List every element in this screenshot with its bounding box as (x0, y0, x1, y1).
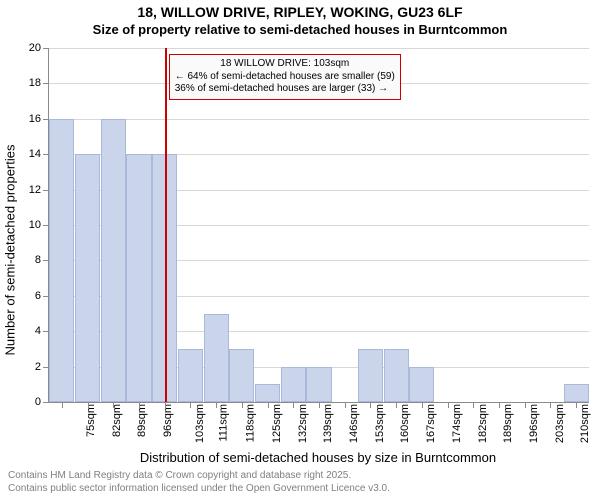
y-tick (43, 154, 49, 155)
histogram-bar (358, 349, 383, 402)
y-axis-label: Number of semi-detached properties (3, 145, 18, 356)
y-tick-label: 6 (19, 290, 41, 302)
x-tick (165, 402, 166, 408)
x-tick-label: 210sqm (580, 404, 592, 443)
x-tick-label: 125sqm (271, 404, 283, 443)
x-tick (448, 402, 449, 408)
y-tick-label: 18 (19, 77, 41, 89)
page-subtitle: Size of property relative to semi-detach… (0, 22, 600, 37)
y-tick-label: 10 (19, 219, 41, 231)
y-tick-label: 0 (19, 396, 41, 408)
x-tick-label: 111sqm (218, 404, 230, 442)
y-tick-label: 4 (19, 325, 41, 337)
x-tick-label: 160sqm (400, 404, 412, 443)
x-tick (190, 402, 191, 408)
y-tick (43, 225, 49, 226)
x-tick-label: 167sqm (425, 404, 437, 443)
y-tick (43, 367, 49, 368)
histogram-bar (229, 349, 254, 402)
histogram-bar (306, 367, 331, 402)
x-tick (422, 402, 423, 408)
histogram-bar (281, 367, 306, 402)
x-tick-label: 118sqm (244, 404, 256, 442)
credits-line-1: Contains HM Land Registry data © Crown c… (8, 470, 351, 482)
histogram-bar (255, 384, 280, 402)
x-tick-label: 139sqm (322, 404, 334, 443)
x-tick-label: 174sqm (451, 404, 463, 443)
y-tick-label: 16 (19, 113, 41, 125)
y-tick-label: 14 (19, 148, 41, 160)
y-tick (43, 331, 49, 332)
x-tick (550, 402, 551, 408)
x-tick-label: 203sqm (554, 404, 566, 443)
x-tick (62, 402, 63, 408)
page-title: 18, WILLOW DRIVE, RIPLEY, WOKING, GU23 6… (0, 4, 600, 20)
histogram-bar (178, 349, 203, 402)
y-tick (43, 402, 49, 403)
histogram-bar (49, 119, 74, 402)
x-tick (242, 402, 243, 408)
x-tick (396, 402, 397, 408)
x-tick-label: 96sqm (162, 404, 174, 437)
annotation-line-3: 36% of semi-detached houses are larger (… (175, 83, 395, 96)
annotation-box: 18 WILLOW DRIVE: 103sqm ← 64% of semi-de… (169, 54, 401, 100)
y-tick-label: 2 (19, 361, 41, 373)
y-tick-label: 20 (19, 42, 41, 54)
x-tick-label: 189sqm (502, 404, 514, 443)
x-tick-label: 82sqm (111, 404, 123, 437)
histogram-bar (409, 367, 434, 402)
x-tick-label: 75sqm (85, 404, 97, 437)
marker-line (165, 48, 167, 402)
y-tick (43, 296, 49, 297)
x-tick-label: 182sqm (477, 404, 489, 443)
histogram-bar (564, 384, 589, 402)
grid-line (49, 119, 589, 120)
credits-line-2: Contains public sector information licen… (8, 483, 390, 495)
x-tick (139, 402, 140, 408)
x-tick (216, 402, 217, 408)
x-tick (576, 402, 577, 408)
chart-container: 18, WILLOW DRIVE, RIPLEY, WOKING, GU23 6… (0, 0, 600, 500)
histogram-bar (384, 349, 409, 402)
x-tick (88, 402, 89, 408)
annotation-line-2: ← 64% of semi-detached houses are smalle… (175, 71, 395, 84)
x-tick (473, 402, 474, 408)
x-tick (113, 402, 114, 408)
x-tick-label: 153sqm (374, 404, 386, 443)
x-tick (293, 402, 294, 408)
histogram-bar (101, 119, 126, 402)
x-tick (525, 402, 526, 408)
x-tick (319, 402, 320, 408)
grid-line (49, 48, 589, 49)
x-tick (268, 402, 269, 408)
histogram-bar (126, 154, 151, 402)
histogram-bar (204, 314, 229, 403)
x-tick (370, 402, 371, 408)
x-tick (345, 402, 346, 408)
x-axis-label: Distribution of semi-detached houses by … (48, 450, 588, 465)
x-tick-label: 103sqm (194, 404, 206, 443)
histogram-plot: 0246810121416182075sqm82sqm89sqm96sqm103… (48, 48, 589, 403)
x-tick-label: 132sqm (297, 404, 309, 443)
y-tick (43, 119, 49, 120)
x-tick-label: 196sqm (528, 404, 540, 443)
histogram-bar (75, 154, 100, 402)
y-tick (43, 83, 49, 84)
annotation-line-1: 18 WILLOW DRIVE: 103sqm (175, 58, 395, 71)
y-tick-label: 12 (19, 184, 41, 196)
y-tick (43, 260, 49, 261)
x-tick (499, 402, 500, 408)
y-tick-label: 8 (19, 254, 41, 266)
y-tick (43, 190, 49, 191)
x-tick-label: 146sqm (348, 404, 360, 443)
y-tick (43, 48, 49, 49)
x-tick-label: 89sqm (136, 404, 148, 437)
